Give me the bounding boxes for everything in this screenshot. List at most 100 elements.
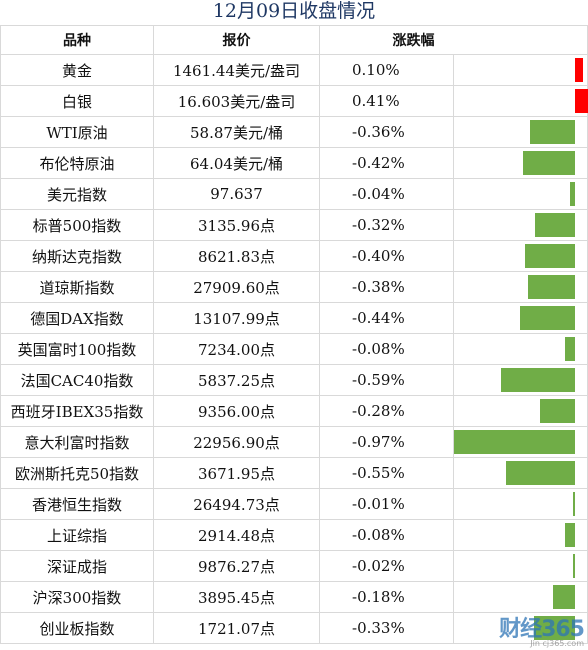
change-bar xyxy=(575,58,583,82)
change-bar xyxy=(530,120,575,144)
change-bar xyxy=(570,182,575,206)
table-row: 上证综指 2914.48点 -0.08% xyxy=(0,519,588,551)
table-row: 深证成指 9876.27点 -0.02% xyxy=(0,550,588,582)
row-change: -0.28% xyxy=(319,395,454,427)
table-row: WTI原油 58.87美元/桶 -0.36% xyxy=(0,116,588,148)
row-change-bar-cell xyxy=(453,333,588,365)
row-change: -0.55% xyxy=(319,457,454,489)
row-name: 德国DAX指数 xyxy=(0,302,154,334)
row-price: 3895.45点 xyxy=(153,581,320,613)
row-change: 0.10% xyxy=(319,54,454,86)
row-change: -0.32% xyxy=(319,209,454,241)
row-price: 5837.25点 xyxy=(153,364,320,396)
row-change-bar-cell xyxy=(453,178,588,210)
row-price: 27909.60点 xyxy=(153,271,320,303)
row-change-bar-cell xyxy=(453,271,588,303)
row-name: 道琼斯指数 xyxy=(0,271,154,303)
row-change: -0.08% xyxy=(319,519,454,551)
table-row: 德国DAX指数 13107.99点 -0.44% xyxy=(0,302,588,334)
watermark-logo: 财经365 Jin cj365.com xyxy=(499,611,585,648)
change-bar xyxy=(540,399,575,423)
row-name: 黄金 xyxy=(0,54,154,86)
row-change-bar-cell xyxy=(453,581,588,613)
change-bar xyxy=(454,430,575,454)
table-row: 标普500指数 3135.96点 -0.32% xyxy=(0,209,588,241)
row-change-bar-cell xyxy=(453,426,588,458)
row-price: 22956.90点 xyxy=(153,426,320,458)
table-header-row: 品种 报价 涨跌幅 xyxy=(0,25,588,55)
market-close-table: 品种 报价 涨跌幅 黄金 1461.44美元/盎司 0.10% 白银 16.603美元/… xyxy=(0,25,588,644)
change-bar xyxy=(520,306,575,330)
row-change-bar-cell xyxy=(453,519,588,551)
table-row: 香港恒生指数 26494.73点 -0.01% xyxy=(0,488,588,520)
row-name: 创业板指数 xyxy=(0,612,154,644)
row-change-bar-cell xyxy=(453,116,588,148)
change-bar xyxy=(501,368,575,392)
change-bar xyxy=(534,616,575,640)
row-change: -0.04% xyxy=(319,178,454,210)
table-row: 美元指数 97.637 -0.04% xyxy=(0,178,588,210)
row-change-bar-cell xyxy=(453,240,588,272)
table-row: 沪深300指数 3895.45点 -0.18% xyxy=(0,581,588,613)
row-name: 英国富时100指数 xyxy=(0,333,154,365)
row-change: -0.44% xyxy=(319,302,454,334)
table-row: 黄金 1461.44美元/盎司 0.10% xyxy=(0,54,588,86)
row-change: -0.40% xyxy=(319,240,454,272)
row-price: 1461.44美元/盎司 xyxy=(153,54,320,86)
row-name: 上证综指 xyxy=(0,519,154,551)
row-price: 26494.73点 xyxy=(153,488,320,520)
row-change: -0.38% xyxy=(319,271,454,303)
table-body: 黄金 1461.44美元/盎司 0.10% 白银 16.603美元/盎司 0.41% WTI… xyxy=(0,54,588,644)
row-price: 3135.96点 xyxy=(153,209,320,241)
row-name: 白银 xyxy=(0,85,154,117)
row-name: WTI原油 xyxy=(0,116,154,148)
change-bar xyxy=(575,89,588,113)
watermark-main: 财经365 xyxy=(499,617,585,642)
row-price: 3671.95点 xyxy=(153,457,320,489)
row-change-bar-cell xyxy=(453,612,588,644)
header-price: 报价 xyxy=(153,25,320,55)
table-row: 纳斯达克指数 8621.83点 -0.40% xyxy=(0,240,588,272)
row-name: 沪深300指数 xyxy=(0,581,154,613)
change-bar xyxy=(573,492,575,516)
row-change: -0.42% xyxy=(319,147,454,179)
row-price: 58.87美元/桶 xyxy=(153,116,320,148)
row-name: 意大利富时指数 xyxy=(0,426,154,458)
row-price: 9356.00点 xyxy=(153,395,320,427)
change-bar xyxy=(525,244,575,268)
page-title: 12月09日收盘情况 xyxy=(212,0,376,22)
table-row: 意大利富时指数 22956.90点 -0.97% xyxy=(0,426,588,458)
row-price: 8621.83点 xyxy=(153,240,320,272)
change-bar xyxy=(565,337,575,361)
row-change: -0.01% xyxy=(319,488,454,520)
change-bar xyxy=(573,554,575,578)
row-change: -0.08% xyxy=(319,333,454,365)
row-change-bar-cell xyxy=(453,395,588,427)
row-change-bar-cell xyxy=(453,147,588,179)
row-change: -0.02% xyxy=(319,550,454,582)
row-name: 法国CAC40指数 xyxy=(0,364,154,396)
row-name: 标普500指数 xyxy=(0,209,154,241)
row-change-bar-cell xyxy=(453,85,588,117)
table-row: 布伦特原油 64.04美元/桶 -0.42% xyxy=(0,147,588,179)
table-row: 西班牙IBEX35指数 9356.00点 -0.28% xyxy=(0,395,588,427)
change-bar xyxy=(553,585,575,609)
row-change: -0.36% xyxy=(319,116,454,148)
change-bar xyxy=(565,523,575,547)
row-price: 13107.99点 xyxy=(153,302,320,334)
row-change: -0.18% xyxy=(319,581,454,613)
table-row: 欧洲斯托克50指数 3671.95点 -0.55% xyxy=(0,457,588,489)
row-price: 64.04美元/桶 xyxy=(153,147,320,179)
row-name: 香港恒生指数 xyxy=(0,488,154,520)
row-name: 欧洲斯托克50指数 xyxy=(0,457,154,489)
row-change: -0.33% xyxy=(319,612,454,644)
row-change-bar-cell xyxy=(453,54,588,86)
row-price: 16.603美元/盎司 xyxy=(153,85,320,117)
watermark-sub: Jin cj365.com xyxy=(530,639,584,648)
row-change: -0.59% xyxy=(319,364,454,396)
header-name: 品种 xyxy=(0,25,154,55)
row-price: 9876.27点 xyxy=(153,550,320,582)
header-change: 涨跌幅 xyxy=(319,25,588,55)
row-change: 0.41% xyxy=(319,85,454,117)
row-price: 2914.48点 xyxy=(153,519,320,551)
